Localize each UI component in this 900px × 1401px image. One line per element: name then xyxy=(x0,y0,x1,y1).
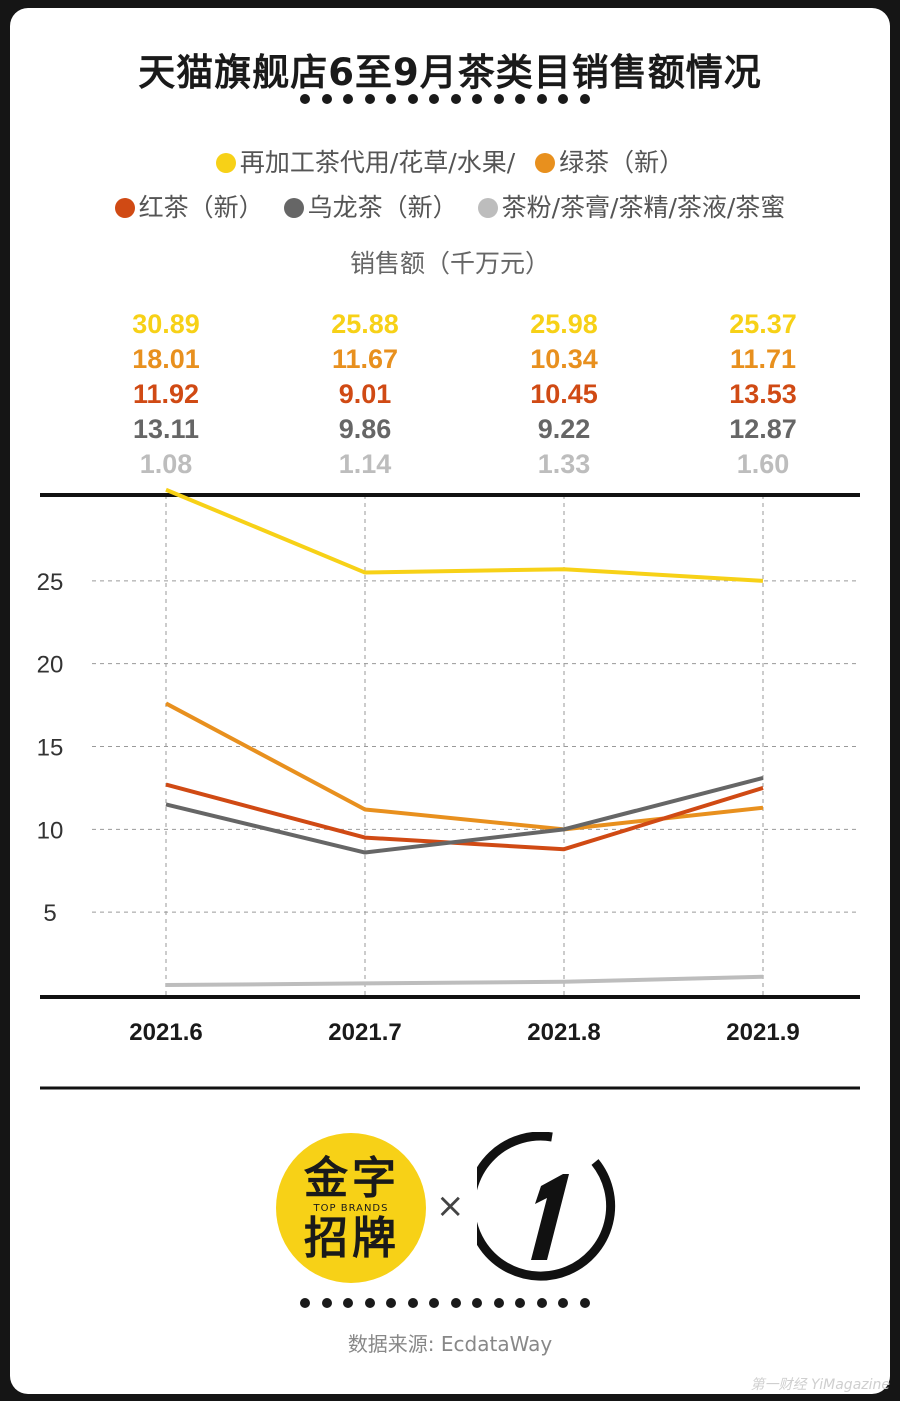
decorative-dots-top xyxy=(300,94,600,106)
data-label: 11.67 xyxy=(332,344,398,374)
dot xyxy=(515,94,525,104)
dot xyxy=(386,1298,396,1308)
legend-dot-icon xyxy=(215,153,236,173)
data-label: 13.11 xyxy=(133,414,199,444)
dot xyxy=(493,1298,504,1308)
top-brands-logo: 金 字 TOP BRANDS 招 牌 xyxy=(276,1133,426,1283)
logo-char: 字 xyxy=(352,1153,396,1204)
dot xyxy=(450,1298,461,1308)
data-label: 13.53 xyxy=(729,379,797,409)
dot xyxy=(536,1298,547,1308)
legend-item-black-tea: 红茶（新） xyxy=(114,188,264,224)
dot xyxy=(493,94,504,104)
dot xyxy=(386,94,396,104)
legend-label: 再加工茶代用/花草/水果/ xyxy=(239,148,516,177)
y-tick-label: 5 xyxy=(43,900,56,927)
dot xyxy=(407,94,418,104)
watermark: 第一财经 YiMagazine xyxy=(750,1377,891,1393)
dot xyxy=(429,1298,439,1308)
yimagazine-logo-icon xyxy=(477,1132,616,1281)
legend-item-green-tea: 绿茶（新） xyxy=(535,143,684,179)
y-tick-label: 20 xyxy=(37,652,64,679)
line-chart: 5 10 15 20 25 30.89 25.88 25.98 25.37 18.01 11.67 1… xyxy=(37,309,860,1090)
dot xyxy=(515,1298,525,1308)
dot xyxy=(407,1298,418,1308)
dot xyxy=(343,1298,353,1308)
series-line xyxy=(165,974,764,988)
legend-dot-icon xyxy=(535,153,556,173)
legend-label: 茶粉/茶膏/茶精/茶液/茶蜜 xyxy=(501,193,786,222)
dot xyxy=(472,94,482,104)
dot xyxy=(558,1298,568,1308)
data-label: 1.14 xyxy=(339,449,392,479)
legend-item-tea-powder: 茶粉/茶膏/茶精/茶液/茶蜜 xyxy=(477,188,786,224)
dot xyxy=(536,94,547,104)
data-label: 1.33 xyxy=(538,449,591,479)
data-label: 10.45 xyxy=(530,379,598,409)
dot xyxy=(450,94,461,104)
data-label: 25.37 xyxy=(729,309,797,339)
data-label: 12.87 xyxy=(729,414,797,444)
decorative-dots-bottom xyxy=(300,1298,600,1310)
unit-label: 销售额（千万元） xyxy=(349,249,550,278)
times-sign: × xyxy=(436,1186,465,1226)
data-label: 11.92 xyxy=(133,379,199,409)
dot xyxy=(558,94,568,104)
legend-dot-icon xyxy=(477,198,498,218)
logo-char: 金 xyxy=(304,1153,348,1204)
infographic-card: 天猫旗舰店6至9月茶类目销售额情况 再加工茶代用/花草/水果/ 绿茶（新） 红茶… xyxy=(10,8,890,1394)
legend-label: 乌龙茶（新） xyxy=(307,193,458,222)
legend-label: 绿茶（新） xyxy=(559,148,685,177)
data-label: 1.08 xyxy=(140,449,193,479)
legend-item-reprocessed-tea: 再加工茶代用/花草/水果/ xyxy=(215,143,516,179)
chart-title: 天猫旗舰店6至9月茶类目销售额情况 xyxy=(138,51,762,94)
legend-row-2: 红茶（新） 乌龙茶（新） 茶粉/茶膏/茶精/茶液/茶蜜 xyxy=(10,188,890,224)
data-label: 30.89 xyxy=(132,309,200,339)
legend-dot-icon xyxy=(114,198,135,218)
dot xyxy=(300,94,310,104)
dot xyxy=(429,94,439,104)
y-tick-label: 10 xyxy=(37,817,64,844)
data-source: 数据来源: EcdataWay xyxy=(347,1332,553,1356)
data-label: 10.34 xyxy=(530,344,598,374)
legend-label: 红茶（新） xyxy=(138,193,264,222)
y-tick-label: 15 xyxy=(37,735,64,762)
dot xyxy=(472,1298,482,1308)
logo-char: 牌 xyxy=(352,1213,396,1264)
data-label: 18.01 xyxy=(132,344,200,374)
legend-dot-icon xyxy=(283,198,304,218)
data-label: 1.60 xyxy=(737,449,790,479)
x-tick-label: 2021.8 xyxy=(527,1019,600,1046)
x-tick-label: 2021.7 xyxy=(328,1019,401,1046)
dot xyxy=(343,94,353,104)
dot xyxy=(364,1298,375,1308)
dot xyxy=(300,1298,310,1308)
x-tick-label: 2021.9 xyxy=(726,1019,799,1046)
data-label: 25.98 xyxy=(530,309,598,339)
legend-row-1: 再加工茶代用/花草/水果/ 绿茶（新） xyxy=(10,143,890,179)
dot xyxy=(364,94,375,104)
dot xyxy=(579,94,590,104)
data-label: 9.86 xyxy=(339,414,392,444)
x-tick-label: 2021.6 xyxy=(129,1019,202,1046)
dot xyxy=(579,1298,590,1308)
y-tick-label: 25 xyxy=(37,569,64,596)
data-label: 11.71 xyxy=(730,344,796,374)
data-label: 9.22 xyxy=(538,414,591,444)
logo-char: 招 xyxy=(304,1213,348,1264)
logo-subtitle: TOP BRANDS xyxy=(313,1203,389,1214)
dot xyxy=(321,94,332,104)
legend-item-oolong-tea: 乌龙茶（新） xyxy=(283,188,458,224)
series-line xyxy=(165,782,764,852)
data-label: 25.88 xyxy=(331,309,399,339)
data-label: 9.01 xyxy=(339,379,392,409)
series-line xyxy=(165,487,764,583)
dot xyxy=(321,1298,332,1308)
series-line xyxy=(165,776,764,855)
